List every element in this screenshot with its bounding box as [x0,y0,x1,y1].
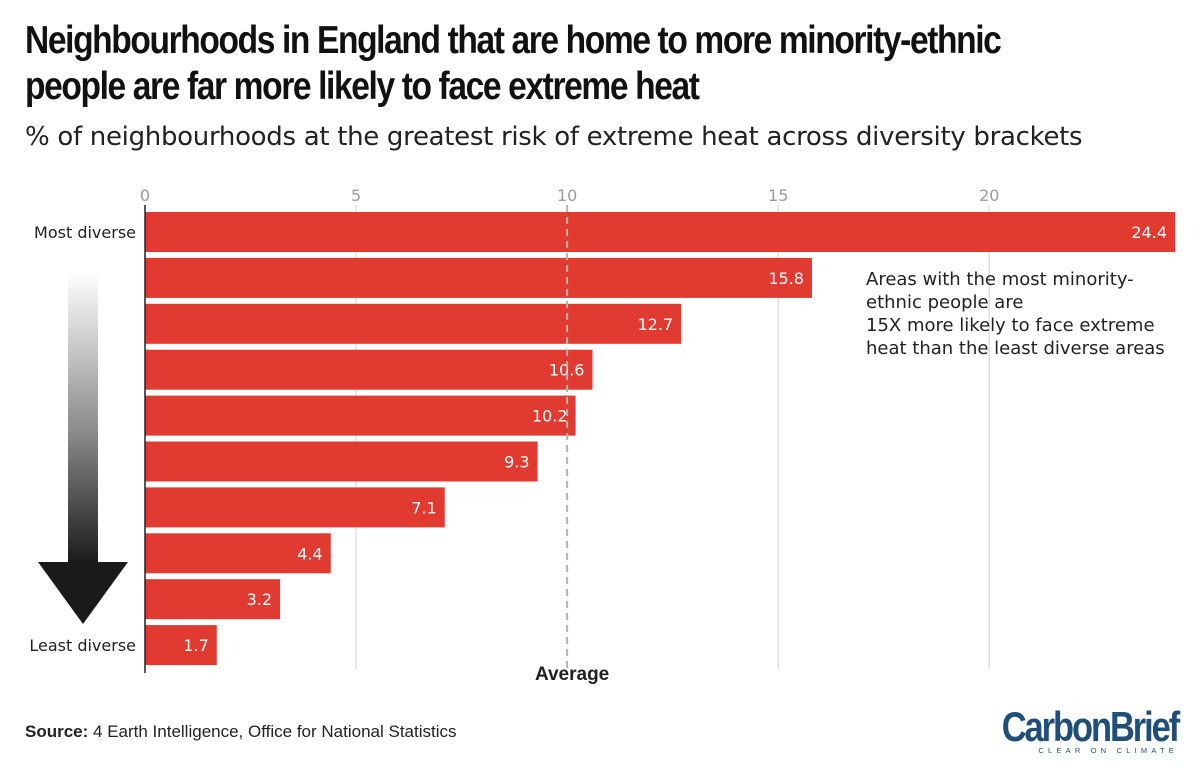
carbonbrief-logo: CarbonBrief CLEAR ON CLIMATE [963,703,1181,756]
annotation-text: Areas with the most minority-ethnic peop… [866,269,1165,359]
bar-value-label: 1.7 [183,636,208,655]
category-label: Least diverse [29,636,136,655]
category-labels: Most diverse Least diverse [29,223,136,655]
bar-value-label: 7.1 [411,498,436,517]
annotation-line: heat than the least diverse areas [866,338,1165,359]
bar [145,212,1175,252]
bar [145,533,331,574]
x-axis-ticks: 0 5 10 15 20 [140,186,1000,205]
arrow-head [38,562,128,624]
average-reference: Average [535,205,609,685]
chart-title: Neighbourhoods in England that are home … [25,19,1002,108]
bar [145,441,538,482]
bar-value-label: 12.7 [637,315,673,334]
bar [145,487,445,528]
bars: 24.4 15.8 12.7 10.6 10.2 9.3 7.1 4.4 3.2 1.7 [145,212,1175,666]
x-tick-label: 10 [557,186,577,205]
diversity-arrow [38,272,128,624]
x-tick-label: 15 [768,186,788,205]
bar-value-label: 9.3 [504,453,529,472]
chart-subtitle: % of neighbourhoods at the greatest risk… [25,122,1083,152]
source-text: 4 Earth Intelligence, Office for Nationa… [88,722,457,741]
annotation-line: 15X more likely to face extreme [866,315,1155,336]
logo-tagline: CLEAR ON CLIMATE [1038,746,1178,755]
bar [145,579,281,620]
average-label: Average [535,664,609,685]
annotation: Areas with the most minority-ethnic peop… [866,269,1165,359]
category-label: Most diverse [34,223,136,242]
bar-value-label: 3.2 [247,590,272,609]
bar-value-label: 24.4 [1131,223,1167,242]
logo-wordmark: CarbonBrief [1001,703,1181,750]
bar [145,303,682,344]
x-tick-label: 0 [140,186,150,205]
bar-value-label: 10.6 [549,361,585,380]
x-tick-label: 20 [979,186,999,205]
source-note: Source: 4 Earth Intelligence, Office for… [25,722,457,742]
bar [145,625,217,666]
annotation-line: ethnic people are [866,292,1023,313]
bar [145,395,576,436]
annotation-line: Areas with the most minority- [866,269,1134,290]
arrow-shaft [68,272,98,564]
bar [145,257,812,298]
bar [145,349,593,390]
x-tick-label: 5 [351,186,361,205]
bar-value-label: 10.2 [532,407,568,426]
bar-value-label: 4.4 [297,544,322,563]
bar-value-label: 15.8 [768,269,804,288]
source-label: Source: [25,722,89,741]
